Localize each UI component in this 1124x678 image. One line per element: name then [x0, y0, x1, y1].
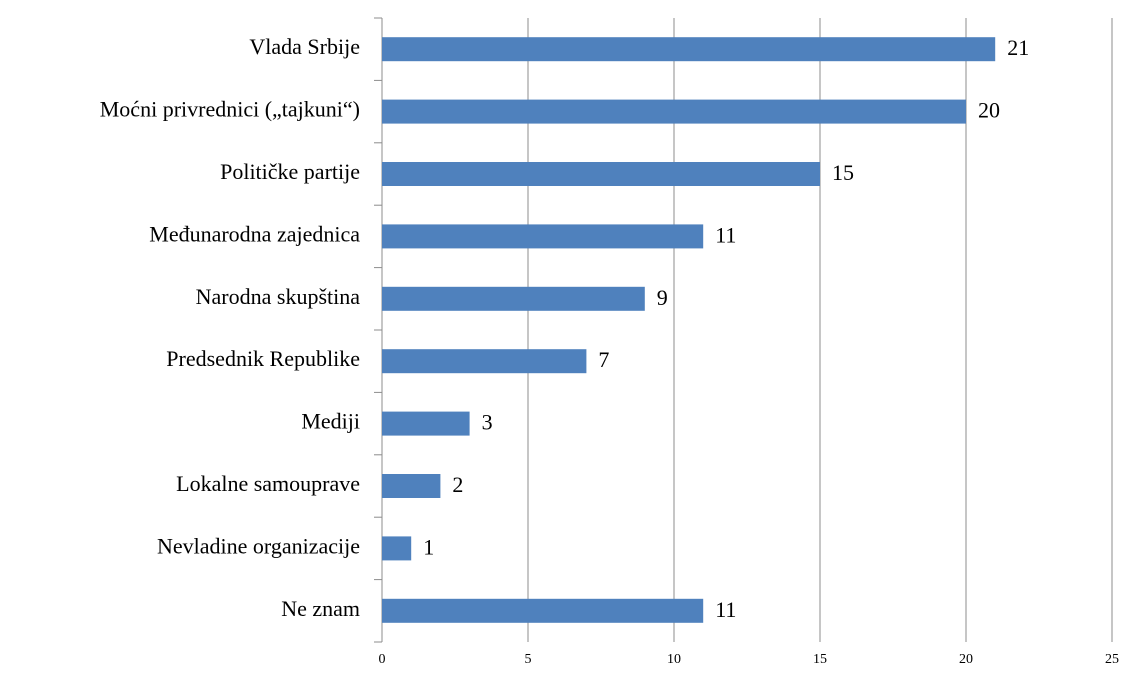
- y-tick-label: Političke partije: [220, 159, 360, 184]
- bar: [382, 224, 704, 249]
- x-tick-label: 20: [959, 652, 973, 667]
- x-tick-label: 0: [379, 652, 386, 667]
- value-label: 9: [657, 285, 668, 310]
- value-label: 11: [715, 597, 736, 622]
- y-tick-label: Lokalne samouprave: [176, 471, 360, 496]
- bar: [382, 598, 704, 623]
- value-label: 2: [452, 472, 463, 497]
- x-tick-label: 10: [667, 652, 681, 667]
- y-tick-label: Predsednik Republike: [166, 346, 360, 371]
- value-label: 11: [715, 222, 736, 247]
- bar: [382, 474, 441, 498]
- y-tick-label: Moćni privrednici („tajkuni“): [100, 97, 360, 122]
- bar: [382, 99, 966, 124]
- bar: [382, 536, 412, 561]
- y-tick-label: Narodna skupština: [196, 284, 361, 309]
- y-tick-label: Mediji: [301, 409, 360, 434]
- x-tick-label: 15: [813, 652, 827, 667]
- y-tick-label: Nevladine organizacije: [157, 533, 360, 558]
- bar: [382, 349, 587, 374]
- bar: [382, 411, 470, 436]
- value-label: 21: [1007, 35, 1029, 60]
- y-tick-label: Ne znam: [281, 596, 360, 621]
- x-tick-label: 25: [1105, 652, 1119, 667]
- value-label: 7: [598, 347, 609, 372]
- y-tick-label: Međunarodna zajednica: [149, 221, 360, 246]
- value-label: 20: [978, 98, 1000, 123]
- bar: [382, 162, 820, 186]
- bar: [382, 37, 996, 62]
- x-tick-label: 5: [525, 652, 532, 667]
- value-label: 1: [423, 534, 434, 559]
- y-tick-label: Vlada Srbije: [249, 34, 360, 59]
- value-label: 15: [832, 160, 854, 185]
- value-label: 3: [482, 410, 493, 435]
- bar: [382, 286, 645, 311]
